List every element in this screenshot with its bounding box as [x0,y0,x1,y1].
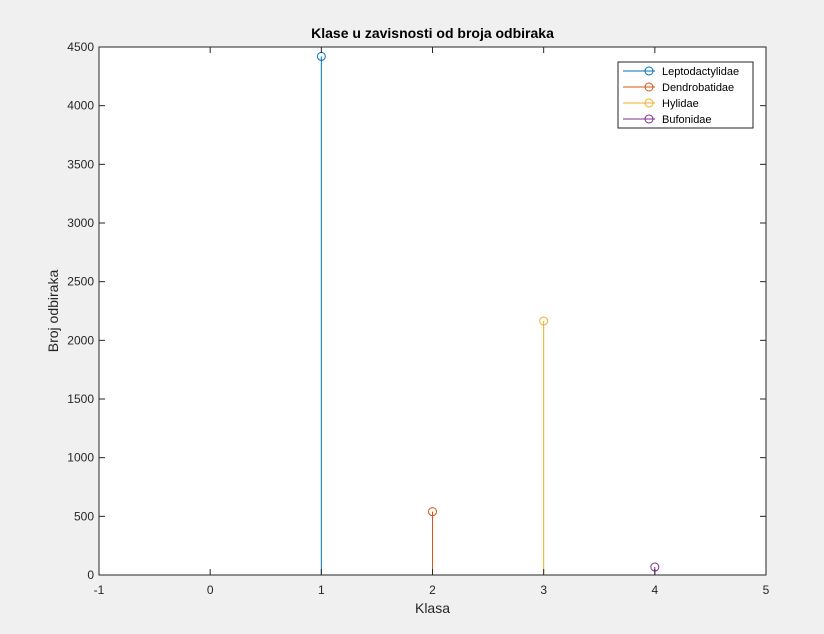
x-tick-label: 1 [318,583,325,597]
y-tick-label: 1500 [67,392,94,406]
legend-item: Hylidae [623,98,699,110]
y-tick-label: 3500 [67,157,94,171]
y-axis-label: Broj odbiraka [45,270,61,353]
x-tick-label: 2 [429,583,436,597]
y-tick-label: 2000 [67,333,94,347]
stem-series-hylidae[interactable] [539,316,549,575]
legend-item: Dendrobatidae [623,82,734,94]
stems-layer [316,51,660,575]
stem-marker [539,316,549,326]
x-tick-label: 0 [207,583,214,597]
legend-marker [644,114,654,124]
x-tick-label: 4 [651,583,658,597]
y-tick-label: 4000 [67,99,94,113]
y-axis-ticks: 0 500 1000 1500 2000 2500 3000 3500 4000 4500 [67,40,766,582]
legend-label: Hylidae [662,98,699,110]
legend-marker [644,82,654,92]
x-axis-label: Klasa [415,600,450,616]
x-axis-ticks: -1 0 1 2 3 4 5 [94,47,770,597]
legend[interactable]: Leptodactylidae Dendrobatidae Hylidae Bufon… [617,61,754,129]
y-tick-label: 3000 [67,216,94,230]
y-tick-label: 0 [87,568,94,582]
x-tick-label: -1 [94,583,105,597]
y-tick-label: 1000 [67,451,94,465]
chart-title: Klase u zavisnosti od broja odbiraka [311,25,554,41]
legend-item: Bufonidae [623,114,712,126]
stem-marker [428,507,437,517]
x-tick-label: 5 [763,583,770,597]
y-tick-label: 4500 [67,40,94,54]
legend-label: Bufonidae [662,114,712,126]
axes-background [99,47,766,575]
y-tick-label: 500 [74,509,94,523]
legend-label: Leptodactylidae [662,66,739,78]
x-tick-label: 3 [540,583,547,597]
legend-marker [644,98,654,108]
y-tick-label: 2500 [67,275,94,289]
legend-item: Leptodactylidae [623,66,739,78]
legend-marker [644,66,654,76]
stem-series-dendrobatidae[interactable] [428,507,437,575]
legend-label: Dendrobatidae [662,82,734,94]
legend-box [617,61,754,129]
